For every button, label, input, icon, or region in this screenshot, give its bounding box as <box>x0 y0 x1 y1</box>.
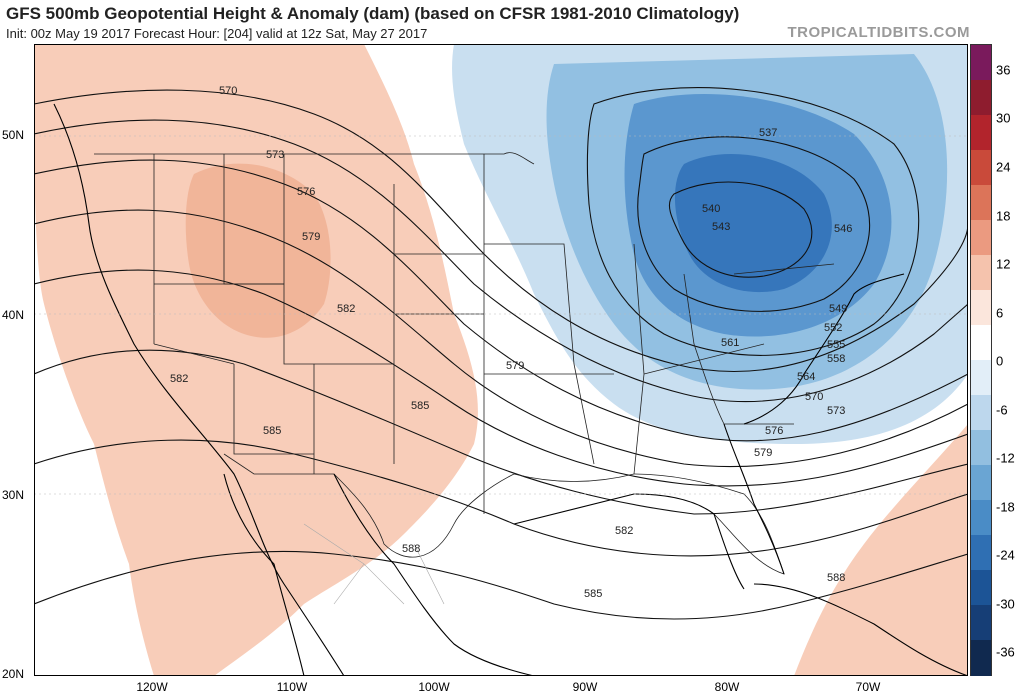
contour-label: 573 <box>266 149 284 161</box>
colorbar-label: 36 <box>996 62 1011 78</box>
colorbar-label: 24 <box>996 159 1011 175</box>
political-borders <box>94 152 835 575</box>
colorbar-segment <box>971 500 991 536</box>
colorbar-label: -18 <box>996 499 1015 515</box>
site-watermark: TROPICALTIDBITS.COM <box>787 24 970 41</box>
contour-label: 549 <box>829 303 847 315</box>
lon-label-80w: 80W <box>714 680 740 694</box>
colorbar-segment <box>971 220 991 256</box>
contour-label: 588 <box>402 543 420 555</box>
colorbar-segment <box>971 535 991 571</box>
lon-label-90w: 90W <box>572 680 598 694</box>
colorbar-label: 12 <box>996 256 1011 272</box>
lon-label-120w: 120W <box>136 680 168 694</box>
colorbar-segment <box>971 185 991 221</box>
contour-label: 585 <box>584 588 602 600</box>
colorbar-segment <box>971 290 991 326</box>
contour-label: 570 <box>219 85 237 97</box>
contour-label: 588 <box>827 572 845 584</box>
lon-label-70w: 70W <box>855 680 881 694</box>
colorbar-segment <box>971 395 991 431</box>
contour-label: 543 <box>712 221 730 233</box>
colorbar-label: 6 <box>996 305 1004 321</box>
lon-label-110w: 110W <box>276 680 308 694</box>
contour-label: 576 <box>297 186 315 198</box>
contour-label: 579 <box>506 360 524 372</box>
map-svg: 570 573 576 579 582 582 585 585 588 579 582 585 588 5… <box>34 44 968 676</box>
lat-label-40n: 40N <box>2 308 25 322</box>
colorbar-label: -12 <box>996 450 1015 466</box>
lat-label-50n: 50N <box>2 128 25 142</box>
contour-label: 585 <box>263 425 281 437</box>
colorbar-segment <box>971 360 991 396</box>
contour-label: 582 <box>615 525 633 537</box>
colorbar-segment <box>971 640 991 676</box>
colorbar-segment <box>971 45 991 81</box>
contour-label: 561 <box>721 337 739 349</box>
anomaly-colorbar <box>970 44 992 676</box>
warm-anomaly-core <box>185 163 331 338</box>
contour-label: 546 <box>834 223 852 235</box>
colorbar-segment <box>971 465 991 501</box>
colorbar-segment <box>971 570 991 606</box>
colorbar-label: -24 <box>996 547 1015 563</box>
contour-label-group: 570 573 576 579 582 582 585 585 588 579 582 585 588 5… <box>170 85 852 600</box>
contour-label: 582 <box>170 373 188 385</box>
graticule <box>34 135 968 495</box>
contour-label: 573 <box>827 405 845 417</box>
colorbar-label: 0 <box>996 353 1004 369</box>
contour-label: 555 <box>827 339 845 351</box>
colorbar-label: 30 <box>996 110 1011 126</box>
mexico-states <box>303 523 445 605</box>
colorbar-segment <box>971 325 991 361</box>
contour-label: 564 <box>797 371 815 383</box>
contour-label: 540 <box>702 203 720 215</box>
colorbar-segment <box>971 80 991 116</box>
map-panel: 570 573 576 579 582 582 585 585 588 579 582 585 588 5… <box>34 44 968 676</box>
warm-anomaly-southeast <box>794 424 968 676</box>
lat-label-30n: 30N <box>2 488 25 502</box>
colorbar-segment <box>971 255 991 291</box>
lat-label-20n: 20N <box>2 667 25 681</box>
colorbar-segment <box>971 150 991 186</box>
colorbar-label: 18 <box>996 208 1011 224</box>
map-title: GFS 500mb Geopotential Height & Anomaly … <box>6 4 740 23</box>
contour-label: 537 <box>759 127 777 139</box>
colorbar-segment <box>971 115 991 151</box>
coastlines <box>53 103 968 676</box>
warm-anomaly-outer <box>34 44 478 676</box>
contour-label: 576 <box>765 425 783 437</box>
cool-anomaly-deep <box>674 154 832 293</box>
contour-label: 579 <box>754 447 772 459</box>
contour-label: 558 <box>827 353 845 365</box>
map-subtitle: Init: 00z May 19 2017 Forecast Hour: [20… <box>6 26 428 41</box>
contour-label: 585 <box>411 400 429 412</box>
lon-label-100w: 100W <box>418 680 450 694</box>
contour-label: 552 <box>824 322 842 334</box>
contour-label: 570 <box>805 391 823 403</box>
contour-label: 582 <box>337 303 355 315</box>
colorbar-label: -6 <box>996 402 1008 418</box>
colorbar-label: -36 <box>996 644 1015 660</box>
colorbar-segment <box>971 605 991 641</box>
colorbar-label: -30 <box>996 596 1015 612</box>
colorbar-segment <box>971 430 991 466</box>
contour-label: 579 <box>302 231 320 243</box>
